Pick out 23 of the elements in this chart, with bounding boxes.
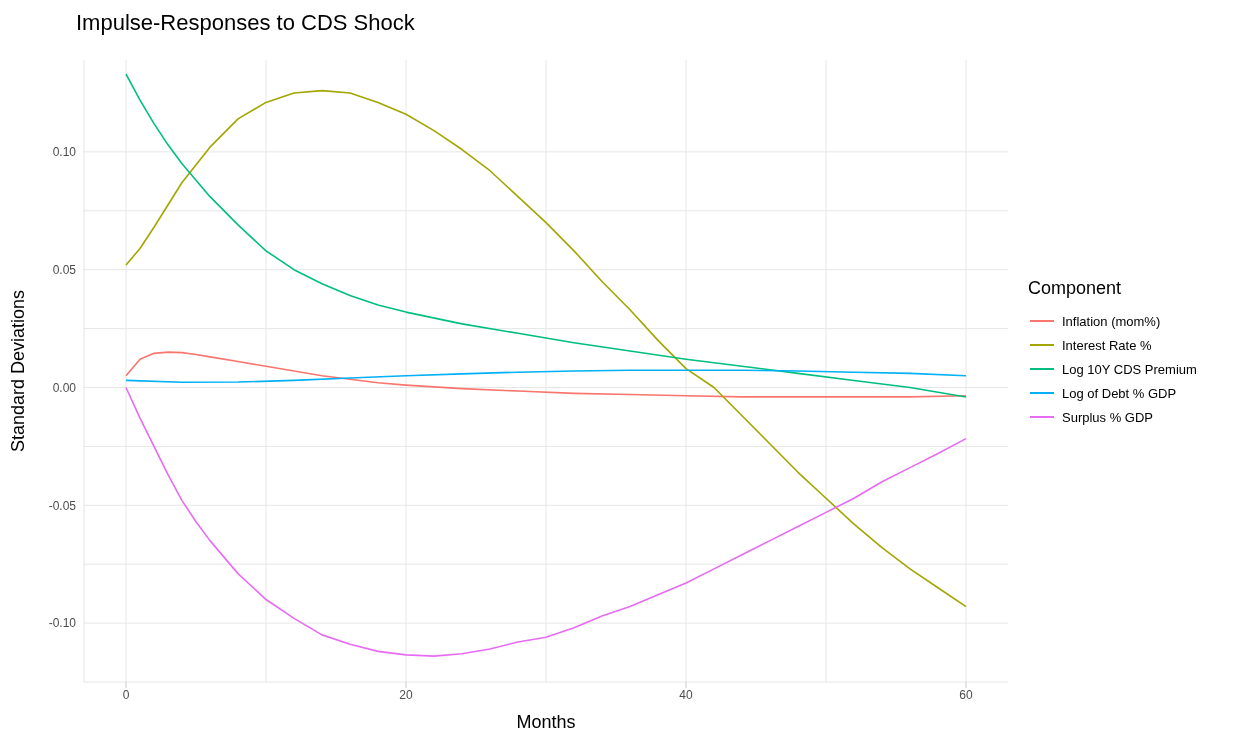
y-tick-label: 0.10 — [52, 145, 77, 160]
y-tick-label: -0.05 — [48, 498, 77, 513]
x-tick-label: 20 — [399, 687, 413, 702]
y-axis-title: Standard Deviations — [8, 289, 29, 453]
chart-title: Impulse-Responses to CDS Shock — [76, 10, 415, 36]
legend-title: Component — [1028, 278, 1123, 299]
line-series — [125, 351, 967, 398]
line-series — [125, 73, 967, 398]
legend-label: Log 10Y CDS Premium — [1062, 361, 1197, 377]
line-series — [125, 369, 967, 384]
legend-label: Surplus % GDP — [1062, 409, 1154, 425]
line-series — [125, 89, 967, 608]
y-tick-label: 0.05 — [52, 262, 77, 277]
y-tick-label: -0.10 — [48, 616, 77, 631]
x-axis-title: Months — [516, 712, 576, 732]
x-tick-label: 0 — [122, 687, 130, 702]
legend-label: Interest Rate % — [1062, 337, 1152, 353]
legend-label: Log of Debt % GDP — [1062, 385, 1177, 401]
y-tick-label: 0.00 — [52, 380, 77, 395]
legend-label: Inflation (mom%) — [1062, 313, 1161, 329]
x-tick-label: 60 — [959, 687, 973, 702]
line-series — [125, 386, 967, 657]
x-tick-label: 40 — [679, 687, 693, 702]
